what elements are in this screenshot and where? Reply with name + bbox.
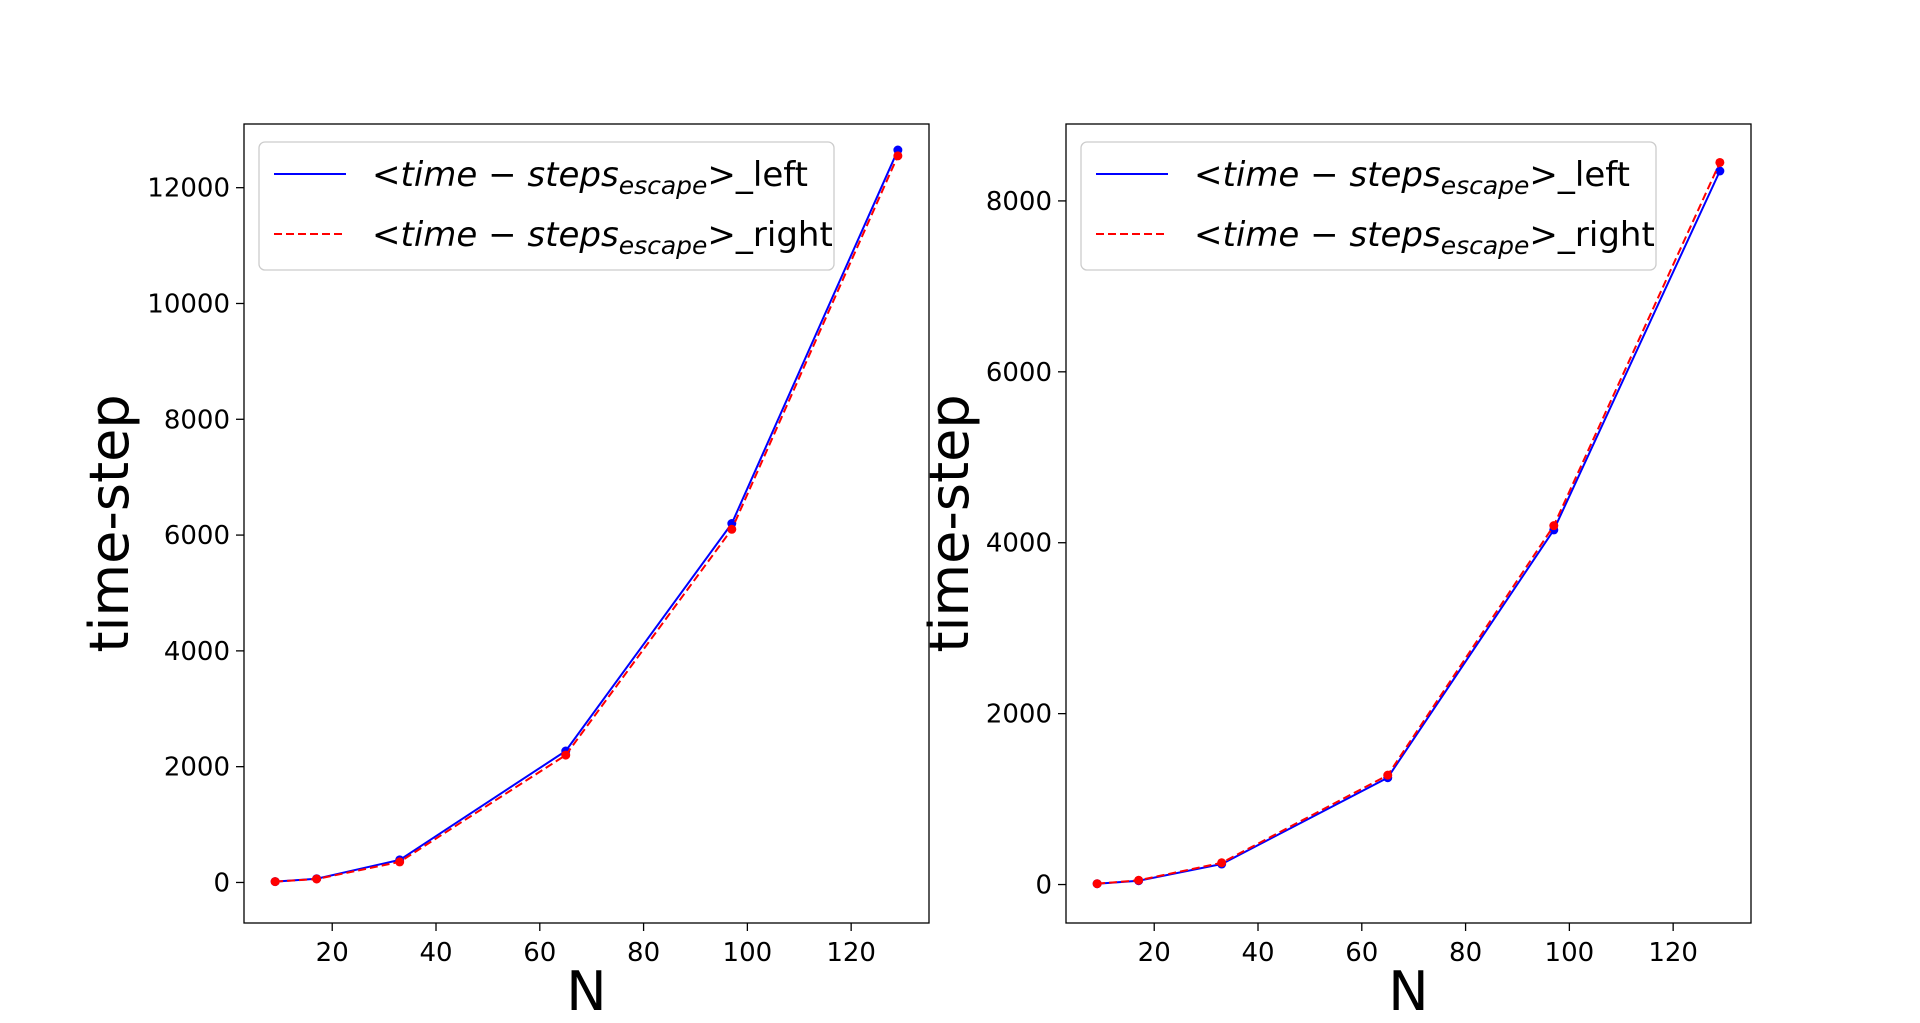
data-point-right (395, 857, 405, 867)
x-axis-label: N (1388, 960, 1428, 1023)
y-tick-label: 2000 (164, 753, 230, 783)
legend: <time − stepsescape>_left<time − stepses… (258, 141, 835, 271)
data-point-right (1715, 157, 1725, 167)
legend-main: time − steps (1223, 215, 1441, 255)
x-tick-label: 100 (1545, 938, 1595, 968)
x-tick-label: 120 (1648, 938, 1698, 968)
legend-prefix: < (372, 215, 401, 255)
y-tick-label: 8000 (986, 187, 1052, 217)
series-line-right (1097, 162, 1721, 885)
legend-entry-left: <time − stepsescape>_left (372, 155, 808, 200)
y-tick-label: 12000 (147, 174, 230, 204)
data-point-right (1549, 521, 1559, 531)
legend-prefix: < (1194, 155, 1223, 195)
x-tick-label: 60 (523, 938, 556, 968)
y-axis-label: time-step (78, 394, 141, 652)
data-point-right (727, 524, 737, 534)
x-tick-label: 40 (419, 938, 452, 968)
y-tick-label: 10000 (147, 289, 230, 319)
data-point-right (893, 151, 903, 161)
series-line-left (275, 149, 899, 883)
x-tick-label: 20 (1138, 938, 1171, 968)
data-point-left (1715, 166, 1725, 176)
legend-prefix: < (372, 155, 401, 195)
legend-suffix: >_right (1529, 215, 1654, 255)
legend-main: time − steps (401, 215, 619, 255)
y-tick-label: 6000 (986, 358, 1052, 388)
y-axis-label: time-step (918, 394, 981, 652)
y-tick-label: 8000 (164, 405, 230, 435)
x-tick-label: 80 (627, 938, 660, 968)
legend-box (1080, 141, 1657, 271)
data-point-right (561, 750, 571, 760)
legend-entry-left: <time − stepsescape>_left (1194, 155, 1630, 200)
data-point-right (1217, 858, 1227, 868)
legend-prefix: < (1194, 215, 1223, 255)
data-point-right (1383, 770, 1393, 780)
y-tick-label: 0 (213, 868, 230, 898)
x-tick-label: 80 (1449, 938, 1482, 968)
legend-main: time − steps (1223, 155, 1441, 195)
y-tick-label: 4000 (164, 637, 230, 667)
series-line-right (275, 155, 899, 883)
legend-suffix: >_left (1529, 155, 1630, 195)
x-tick-label: 100 (723, 938, 773, 968)
legend-subscript: escape (1441, 231, 1530, 260)
legend-suffix: >_left (707, 155, 808, 195)
y-tick-label: 4000 (986, 529, 1052, 559)
data-point-right (1134, 875, 1144, 885)
legend-main: time − steps (401, 155, 619, 195)
x-tick-label: 60 (1345, 938, 1378, 968)
legend-box (258, 141, 835, 271)
legend-subscript: escape (1441, 171, 1530, 200)
x-tick-label: 120 (826, 938, 876, 968)
y-tick-label: 0 (1035, 871, 1052, 901)
legend: <time − stepsescape>_left<time − stepses… (1080, 141, 1657, 271)
right-chart: 20 40 60 80 100 120 0 2000 4000 6000 8000 Ntime-ste… (918, 123, 1752, 1023)
y-tick-label: 6000 (164, 521, 230, 551)
legend-entry-right: <time − stepsescape>_right (1194, 215, 1655, 260)
legend-suffix: >_right (707, 215, 832, 255)
x-axis-label: N (566, 960, 606, 1023)
data-point-right (270, 877, 280, 887)
legend-subscript: escape (619, 171, 708, 200)
left-chart: 20 40 60 80 100 120 0 2000 4000 6000 8000 10000 1200… (78, 123, 930, 1023)
data-point-right (1092, 879, 1102, 889)
x-tick-label: 20 (316, 938, 349, 968)
plot-frame (1065, 123, 1752, 924)
legend-entry-right: <time − stepsescape>_right (372, 215, 833, 260)
data-point-right (312, 874, 322, 884)
y-tick-label: 2000 (986, 700, 1052, 730)
plot-frame (243, 123, 930, 924)
series-line-left (1097, 170, 1721, 885)
x-tick-label: 40 (1241, 938, 1274, 968)
legend-subscript: escape (619, 231, 708, 260)
